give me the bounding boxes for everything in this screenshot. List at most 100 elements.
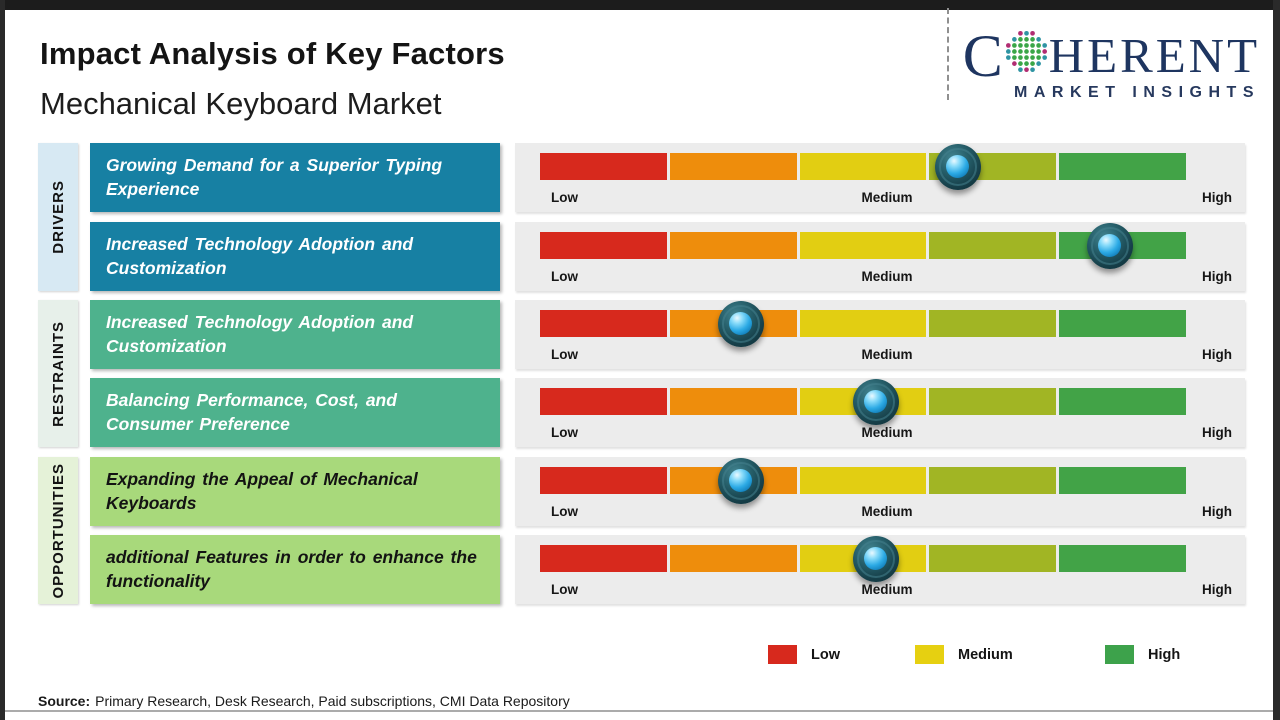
impact-panel: Low Medium High bbox=[515, 143, 1245, 212]
bar-segment-high bbox=[1059, 388, 1186, 415]
scale-label-low: Low bbox=[551, 582, 578, 597]
scale-label-medium: Medium bbox=[861, 190, 913, 205]
bar-segment-low bbox=[540, 232, 667, 259]
scale-label-low: Low bbox=[551, 425, 578, 440]
impact-marker bbox=[1086, 222, 1133, 269]
source-line: Source: Primary Research, Desk Research, … bbox=[38, 693, 570, 709]
bar-segment-low bbox=[540, 153, 667, 180]
scale-label-high: High bbox=[1202, 425, 1232, 440]
factor-label: Increased Technology Adoption and Custom… bbox=[106, 312, 414, 357]
impact-bar bbox=[540, 535, 1186, 582]
factor-box-opportunity-1: Expanding the Appeal of Mechanical Keybo… bbox=[90, 457, 500, 526]
group-strip-opportunities: OPPORTUNITIES bbox=[38, 457, 78, 604]
bar-segment-high bbox=[1059, 545, 1186, 572]
factor-label: additional Features in order to enhance … bbox=[106, 547, 477, 592]
scale-label-medium: Medium bbox=[861, 269, 913, 284]
scale-label-medium: Medium bbox=[861, 347, 913, 362]
factor-box-restraint-1: Increased Technology Adoption and Custom… bbox=[90, 300, 500, 369]
bar-segment-high bbox=[1059, 467, 1186, 494]
legend-label-medium: Medium bbox=[958, 646, 1013, 663]
impact-marker bbox=[717, 300, 764, 347]
factor-label: Expanding the Appeal of Mechanical Keybo… bbox=[106, 469, 418, 514]
impact-marker bbox=[717, 457, 764, 504]
legend-swatch-high bbox=[1105, 645, 1134, 664]
legend-swatch-medium bbox=[915, 645, 944, 664]
scale-label-low: Low bbox=[551, 190, 578, 205]
bar-segment-low-mid bbox=[669, 232, 797, 259]
bar-segment-high bbox=[1059, 310, 1186, 337]
impact-marker-core bbox=[729, 469, 753, 492]
scale-label-low: Low bbox=[551, 504, 578, 519]
page-title: Impact Analysis of Key Factors bbox=[40, 36, 505, 71]
scale-label-high: High bbox=[1202, 347, 1232, 362]
bar-segment-medium-high bbox=[929, 467, 1057, 494]
legend-item-low: Low bbox=[768, 645, 840, 664]
bar-segment-low bbox=[540, 545, 667, 572]
impact-bar bbox=[540, 457, 1186, 504]
scale-label-high: High bbox=[1202, 504, 1232, 519]
frame-right-border bbox=[1273, 0, 1280, 720]
footer-divider bbox=[5, 710, 1273, 712]
bar-segment-medium-high bbox=[929, 310, 1057, 337]
bar-segment-medium bbox=[799, 467, 927, 494]
bar-segment-low bbox=[540, 467, 667, 494]
impact-marker bbox=[934, 143, 981, 190]
impact-marker bbox=[852, 535, 899, 582]
legend-swatch-low bbox=[768, 645, 797, 664]
group-label-opportunities: OPPORTUNITIES bbox=[49, 462, 67, 599]
logo-wordmark-text: HERENT bbox=[1048, 28, 1260, 83]
bar-segment-medium-high bbox=[929, 232, 1057, 259]
impact-bar bbox=[540, 222, 1186, 269]
bar-segment-medium-high bbox=[929, 388, 1057, 415]
factor-box-restraint-2: Balancing Performance, Cost, and Consume… bbox=[90, 378, 500, 447]
legend-label-high: High bbox=[1148, 646, 1181, 663]
scale-label-medium: Medium bbox=[861, 425, 913, 440]
impact-bar bbox=[540, 300, 1186, 347]
legend-item-medium: Medium bbox=[915, 645, 1013, 664]
impact-bar bbox=[540, 143, 1186, 190]
factor-label: Growing Demand for a Superior Typing Exp… bbox=[106, 155, 443, 200]
impact-marker bbox=[852, 378, 899, 425]
impact-panel: Low Medium High bbox=[515, 300, 1245, 369]
impact-panel: Low Medium High bbox=[515, 222, 1245, 291]
source-text: Primary Research, Desk Research, Paid su… bbox=[95, 693, 570, 709]
bar-segment-low-mid bbox=[669, 545, 797, 572]
impact-marker-core bbox=[1098, 234, 1122, 257]
logo-tagline: MARKET INSIGHTS bbox=[1014, 83, 1260, 101]
bar-segment-medium bbox=[799, 232, 927, 259]
factor-box-driver-2: Increased Technology Adoption and Custom… bbox=[90, 222, 500, 291]
scale-label-high: High bbox=[1202, 269, 1232, 284]
logo-divider bbox=[947, 8, 949, 100]
impact-marker-core bbox=[864, 547, 888, 570]
frame-top-border bbox=[0, 0, 1280, 10]
group-label-drivers: DRIVERS bbox=[49, 180, 67, 254]
legend-item-high: High bbox=[1105, 645, 1180, 664]
scale-label-medium: Medium bbox=[861, 504, 913, 519]
scale-label-low: Low bbox=[551, 269, 578, 284]
group-strip-drivers: DRIVERS bbox=[38, 143, 78, 291]
impact-bar bbox=[540, 378, 1186, 425]
bar-segment-low bbox=[540, 388, 667, 415]
source-prefix: Source: bbox=[38, 693, 91, 709]
impact-marker-core bbox=[864, 390, 888, 413]
brand-logo-wordmark: C HERENT bbox=[958, 23, 1260, 89]
factor-label: Increased Technology Adoption and Custom… bbox=[106, 234, 414, 279]
globe-dots-icon bbox=[1005, 31, 1047, 72]
bar-segment-medium-high bbox=[929, 545, 1057, 572]
logo-letter-c: C bbox=[962, 23, 1003, 89]
impact-panel: Low Medium High bbox=[515, 378, 1245, 447]
group-strip-restraints: RESTRAINTS bbox=[38, 300, 78, 447]
impact-marker-core bbox=[729, 312, 753, 335]
factor-label: Balancing Performance, Cost, and Consume… bbox=[106, 390, 397, 435]
bar-segment-medium bbox=[799, 310, 927, 337]
impact-panel: Low Medium High bbox=[515, 457, 1245, 526]
bar-segment-high bbox=[1059, 153, 1186, 180]
impact-marker-core bbox=[946, 155, 970, 178]
factor-box-driver-1: Growing Demand for a Superior Typing Exp… bbox=[90, 143, 500, 212]
scale-label-medium: Medium bbox=[861, 582, 913, 597]
scale-label-high: High bbox=[1202, 190, 1232, 205]
bar-segment-low-mid bbox=[669, 388, 797, 415]
scale-label-high: High bbox=[1202, 582, 1232, 597]
scale-label-low: Low bbox=[551, 347, 578, 362]
